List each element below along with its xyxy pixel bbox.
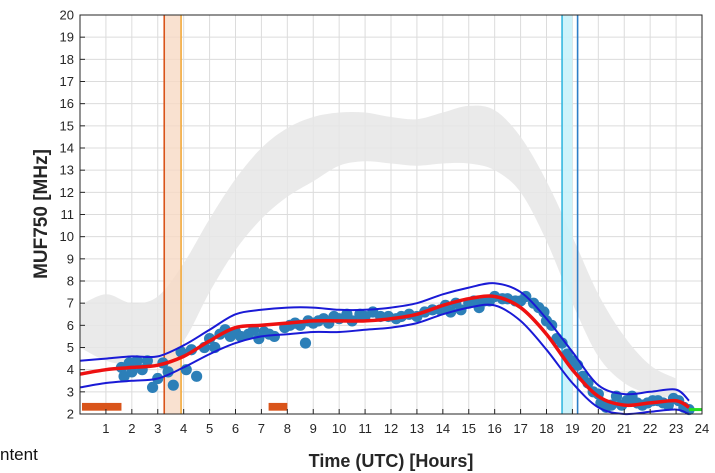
y-tick-label: 2 <box>67 407 74 422</box>
x-tick-label: 20 <box>591 421 605 436</box>
x-tick-label: 22 <box>643 421 657 436</box>
y-tick-label: 9 <box>67 251 74 266</box>
bottom-marker <box>268 402 288 411</box>
bottom-marker <box>82 402 122 411</box>
x-tick-label: 6 <box>232 421 239 436</box>
x-tick-label: 13 <box>410 421 424 436</box>
sunset-band <box>562 15 573 414</box>
data-point <box>162 366 174 378</box>
y-tick-label: 16 <box>60 96 74 111</box>
data-point <box>538 306 550 318</box>
data-point <box>146 381 159 393</box>
y-tick-label: 10 <box>60 229 74 244</box>
y-tick-label: 18 <box>60 52 74 67</box>
y-tick-label: 7 <box>67 296 74 311</box>
y-tick-label: 13 <box>60 163 74 178</box>
y-tick-label: 3 <box>67 384 74 399</box>
data-point <box>191 370 203 382</box>
x-tick-label: 12 <box>384 421 398 436</box>
y-tick-label: 12 <box>60 185 74 200</box>
x-tick-label: 24 <box>695 421 709 436</box>
y-tick-label: 14 <box>60 141 74 156</box>
y-tick-label: 19 <box>60 30 74 45</box>
y-tick-label: 20 <box>60 8 74 23</box>
x-tick-label: 14 <box>436 421 450 436</box>
data-point <box>299 337 312 349</box>
x-tick-label: 15 <box>462 421 476 436</box>
data-point <box>167 379 179 391</box>
x-tick-label: 10 <box>332 421 346 436</box>
x-tick-label: 23 <box>669 421 683 436</box>
x-tick-label: 2 <box>128 421 135 436</box>
data-point <box>268 330 280 343</box>
plot-layer <box>79 14 703 416</box>
x-tick-label: 16 <box>487 421 501 436</box>
sunrise-band <box>164 15 182 414</box>
confidence-bound-line <box>79 303 690 416</box>
climatology-band <box>80 105 677 399</box>
fit-line <box>79 294 690 409</box>
x-tick-label: 21 <box>617 421 631 436</box>
x-tick-label: 8 <box>284 421 291 436</box>
y-tick-label: 6 <box>67 318 74 333</box>
y-tick-label: 15 <box>60 118 74 133</box>
y-axis-title: MUF750 [MHz] <box>31 149 52 279</box>
x-tick-label: 5 <box>206 421 213 436</box>
y-tick-label: 11 <box>61 207 75 222</box>
confidence-bound-line <box>79 282 690 402</box>
y-tick-label: 8 <box>67 274 74 289</box>
x-tick-label: 18 <box>539 421 553 436</box>
x-tick-label: 19 <box>565 421 579 436</box>
x-tick-label: 3 <box>154 421 161 436</box>
y-tick-label: 5 <box>67 340 74 355</box>
y-tick-label: 17 <box>60 74 74 89</box>
data-point <box>131 355 143 367</box>
x-tick-label: 11 <box>358 421 372 436</box>
x-axis-title: Time (UTC) [Hours] <box>309 451 474 471</box>
y-tick-label: 4 <box>67 362 74 377</box>
x-tick-label: 7 <box>258 421 265 436</box>
x-tick-label: 1 <box>102 421 109 436</box>
x-tick-label: 17 <box>513 421 527 436</box>
data-point <box>556 337 568 349</box>
cropped-caption-text: ntent <box>0 445 38 464</box>
x-tick-label: 4 <box>180 421 187 436</box>
x-tick-label: 9 <box>310 421 317 436</box>
tick-layer: 1 2 3 4 5 6 7 8 9 10 11 12 13 14 15 16 17 18 19 20 21 22 23 242… <box>60 8 710 437</box>
